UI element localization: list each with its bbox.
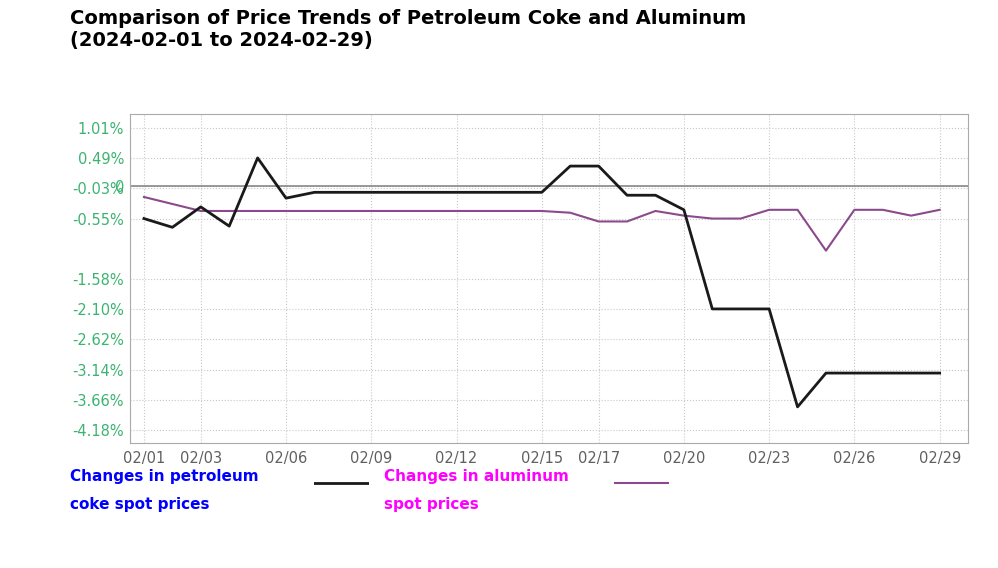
Text: Changes in petroleum: Changes in petroleum bbox=[70, 469, 258, 483]
Text: spot prices: spot prices bbox=[384, 497, 479, 512]
Text: Changes in aluminum: Changes in aluminum bbox=[384, 469, 569, 483]
Text: Comparison of Price Trends of Petroleum Coke and Aluminum
(2024-02-01 to 2024-02: Comparison of Price Trends of Petroleum … bbox=[70, 9, 747, 49]
Text: coke spot prices: coke spot prices bbox=[70, 497, 210, 512]
